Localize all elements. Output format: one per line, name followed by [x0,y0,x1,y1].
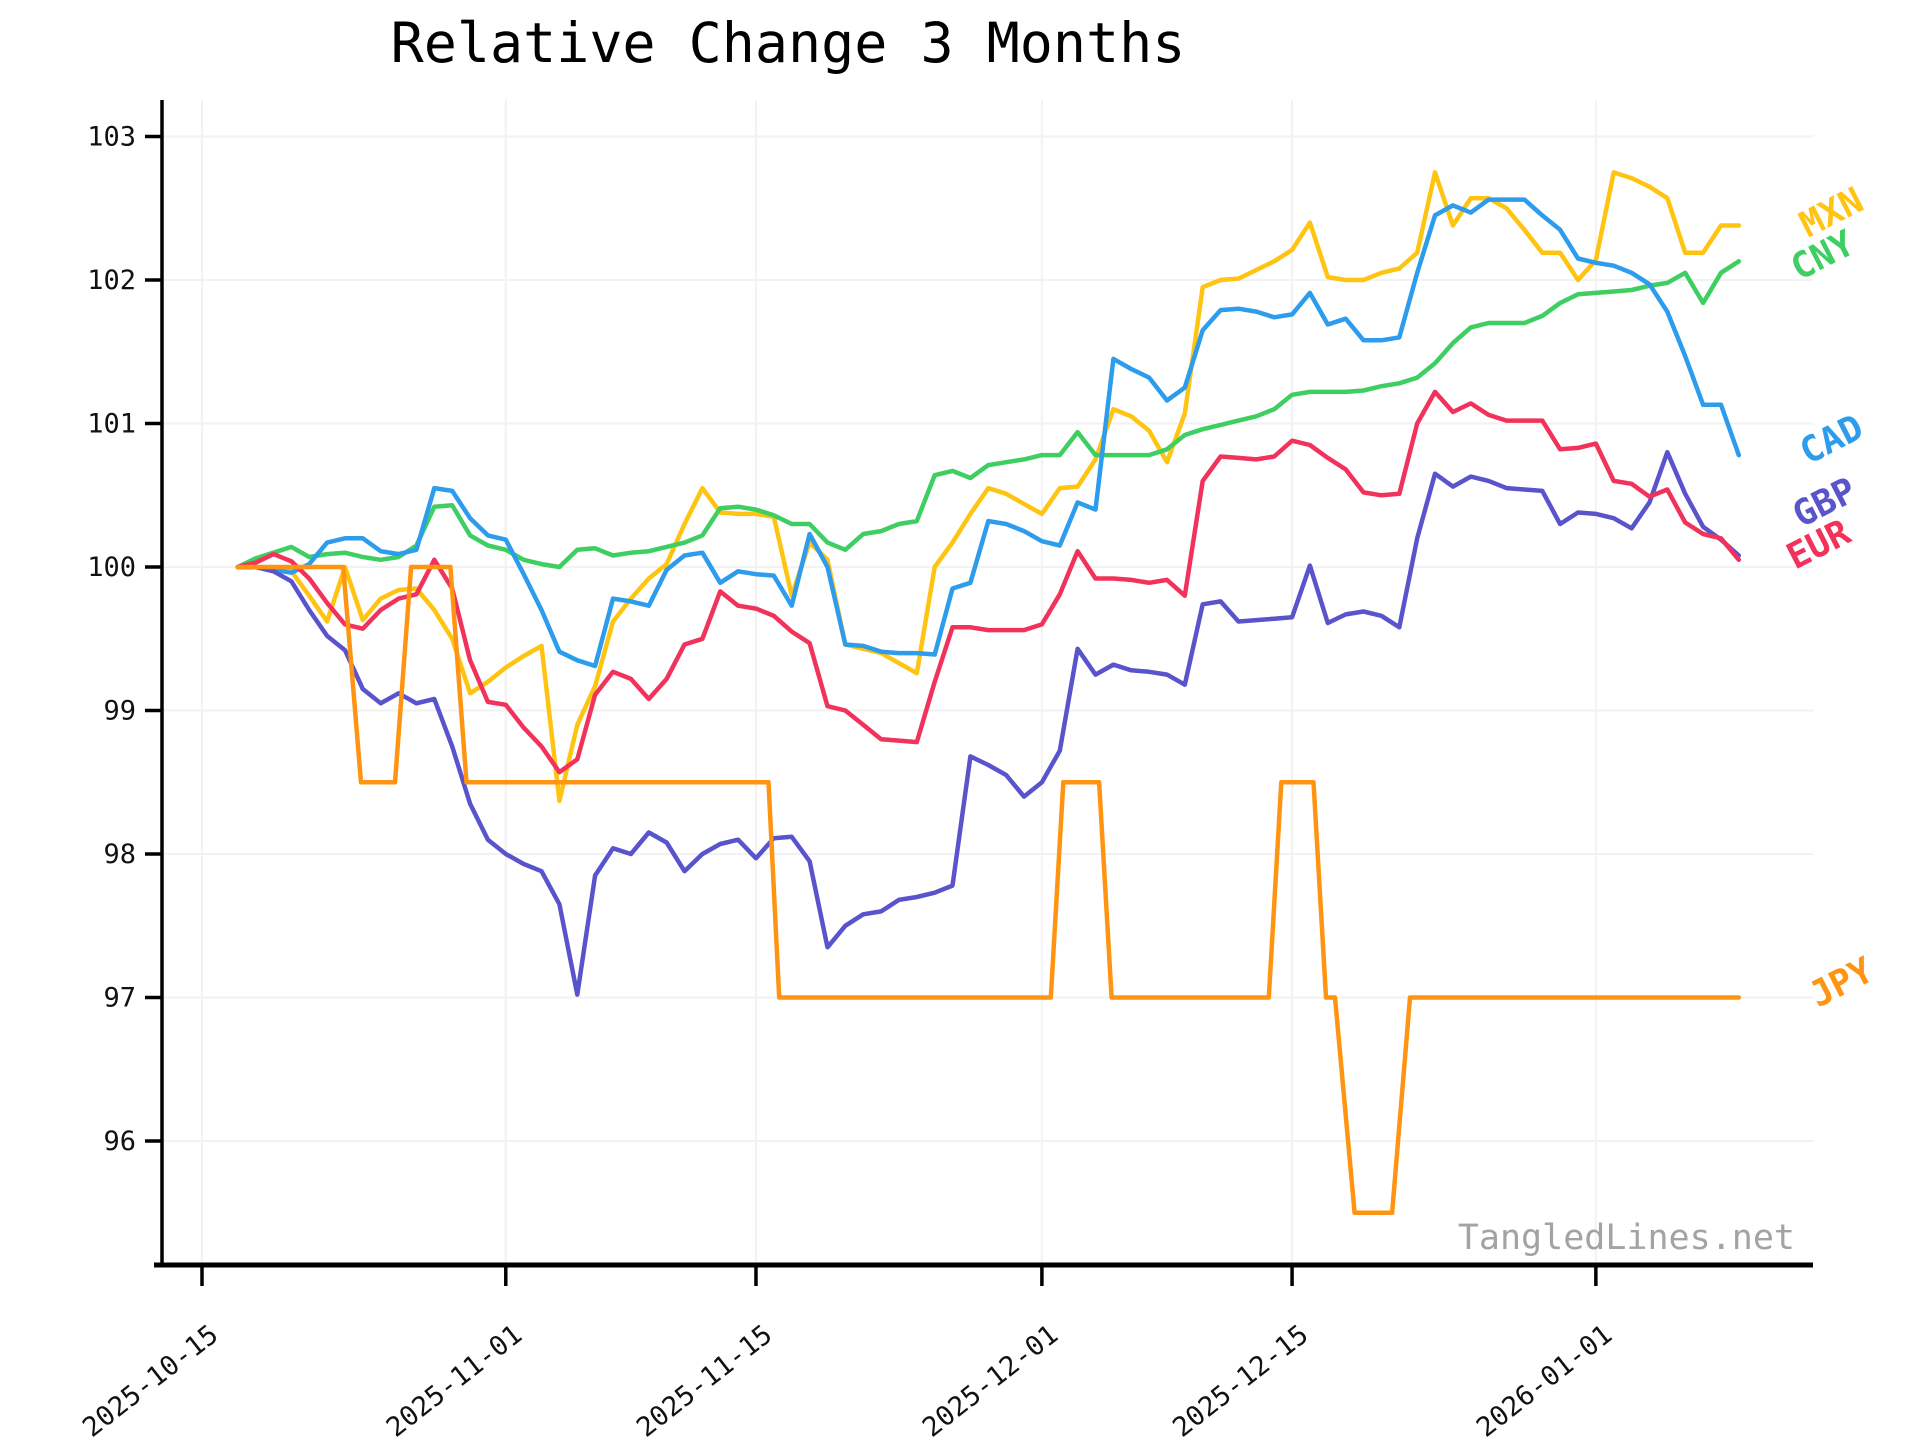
y-tick-label: 101 [87,409,136,440]
y-tick-label: 103 [87,122,136,153]
series-line-cad [235,197,1742,669]
series-line-jpy [235,564,1742,1216]
y-tick-label: 100 [87,552,136,583]
y-tick-label: 97 [103,983,136,1014]
chart-title: Relative Change 3 Months [391,11,1186,75]
series-line-cny [235,259,1742,570]
series-line-gbp [235,449,1742,997]
y-tick-label: 98 [103,839,136,870]
grid-layer [162,100,1813,1265]
series-layer [235,170,1742,1216]
y-tick-label: 99 [103,696,136,727]
y-tick-label: 96 [103,1126,136,1157]
series-line-eur [235,389,1742,775]
watermark: TangledLines.net [1458,1218,1795,1258]
y-tick-label: 102 [87,265,136,296]
